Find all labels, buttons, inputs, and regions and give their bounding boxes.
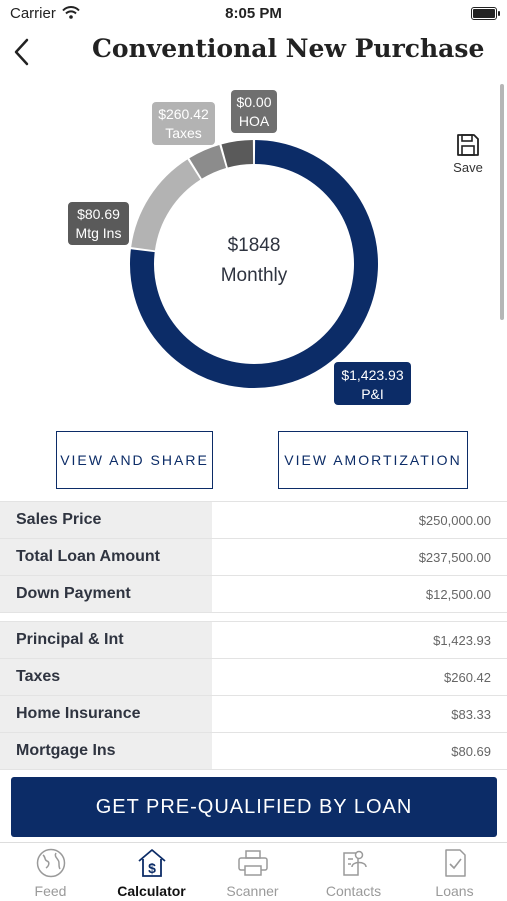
table-row: Principal & Int $1,423.93 — [0, 622, 507, 659]
row-label: Principal & Int — [0, 622, 212, 658]
mtg-ins-callout-amount: $80.69 — [77, 206, 120, 222]
row-value: $250,000.00 — [418, 512, 491, 528]
donut-segment-taxes — [131, 159, 201, 251]
globe-icon — [36, 848, 65, 878]
carrier-label: Carrier — [10, 5, 56, 22]
row-label: Down Payment — [0, 576, 212, 612]
row-label: Sales Price — [0, 502, 212, 538]
page-title: Conventional New Purchase — [92, 34, 485, 63]
pi-callout: $1,423.93 P&I — [334, 362, 411, 405]
back-button[interactable] — [10, 34, 34, 70]
donut-segment-p-i — [130, 140, 378, 388]
row-value: $83.33 — [451, 706, 491, 722]
taxes-callout: $260.42 Taxes — [152, 102, 215, 145]
printer-icon — [237, 850, 268, 876]
tab-label: Calculator — [117, 883, 186, 899]
document-check-icon — [444, 849, 466, 877]
row-value: $237,500.00 — [418, 549, 491, 565]
table-row: Down Payment $12,500.00 — [0, 576, 507, 613]
table-row: Mortgage Ins $80.69 — [0, 733, 507, 770]
pi-callout-amount: $1,423.93 — [341, 367, 403, 383]
hoa-callout-label: HOA — [239, 113, 270, 129]
tab-bar: Feed $ Calculator Scanner Contacts Lo — [0, 842, 507, 901]
scrollbar[interactable] — [500, 84, 504, 320]
contacts-icon — [342, 850, 367, 876]
row-label: Mortgage Ins — [0, 733, 212, 769]
house-dollar-icon: $ — [137, 849, 166, 877]
tab-scanner[interactable]: Scanner — [202, 843, 303, 901]
save-label: Save — [453, 160, 483, 175]
wifi-icon — [62, 6, 80, 23]
hoa-callout: $0.00 HOA — [231, 90, 277, 133]
tab-label: Feed — [34, 883, 67, 899]
donut-center-value: $1848 — [228, 235, 281, 256]
tab-label: Contacts — [325, 883, 382, 899]
tab-calculator[interactable]: $ Calculator — [101, 843, 202, 901]
loan-summary-table: Sales Price $250,000.00 Total Loan Amoun… — [0, 501, 507, 613]
donut-segments — [130, 140, 378, 388]
tab-contacts[interactable]: Contacts — [303, 843, 404, 901]
row-label: Home Insurance — [0, 696, 212, 732]
row-label: Taxes — [0, 659, 212, 695]
svg-text:$: $ — [148, 860, 156, 876]
row-label: Total Loan Amount — [0, 539, 212, 575]
mtg-ins-callout-label: Mtg Ins — [76, 225, 122, 241]
row-value: $1,423.93 — [433, 632, 491, 648]
tab-label: Scanner — [226, 883, 279, 899]
row-value: $80.69 — [451, 743, 491, 759]
pi-callout-label: P&I — [361, 386, 384, 402]
floppy-disk-icon — [457, 134, 479, 156]
status-time: 8:05 PM — [225, 5, 282, 22]
donut-segment-mtg-ins — [221, 140, 254, 168]
payment-breakdown-table: Principal & Int $1,423.93 Taxes $260.42 … — [0, 621, 507, 770]
chevron-left-icon — [14, 38, 29, 66]
get-prequalified-button[interactable]: GET PRE-QUALIFIED BY LOAN — [11, 777, 497, 837]
battery-icon — [471, 7, 500, 20]
taxes-callout-amount: $260.42 — [158, 106, 209, 122]
donut-segment-home-insurance — [189, 144, 227, 179]
donut-center-label: Monthly — [221, 265, 288, 286]
status-bar: Carrier 8:05 PM — [0, 0, 507, 28]
save-button[interactable]: Save — [446, 132, 490, 175]
payment-donut-chart: $1848 Monthly $0.00 HOA $260.42 Taxes $8… — [68, 90, 411, 405]
view-and-share-button[interactable]: VIEW AND SHARE — [56, 431, 213, 489]
tab-label: Loans — [435, 883, 474, 899]
hoa-callout-amount: $0.00 — [236, 94, 271, 110]
mtg-ins-callout: $80.69 Mtg Ins — [68, 202, 129, 245]
row-value: $12,500.00 — [425, 586, 491, 602]
table-row: Taxes $260.42 — [0, 659, 507, 696]
table-row: Sales Price $250,000.00 — [0, 502, 507, 539]
view-amortization-button[interactable]: VIEW AMORTIZATION — [278, 431, 468, 489]
row-value: $260.42 — [444, 669, 491, 685]
table-row: Home Insurance $83.33 — [0, 696, 507, 733]
taxes-callout-label: Taxes — [165, 125, 202, 141]
tab-feed[interactable]: Feed — [0, 843, 101, 901]
tab-loans[interactable]: Loans — [404, 843, 505, 901]
table-row: Total Loan Amount $237,500.00 — [0, 539, 507, 576]
